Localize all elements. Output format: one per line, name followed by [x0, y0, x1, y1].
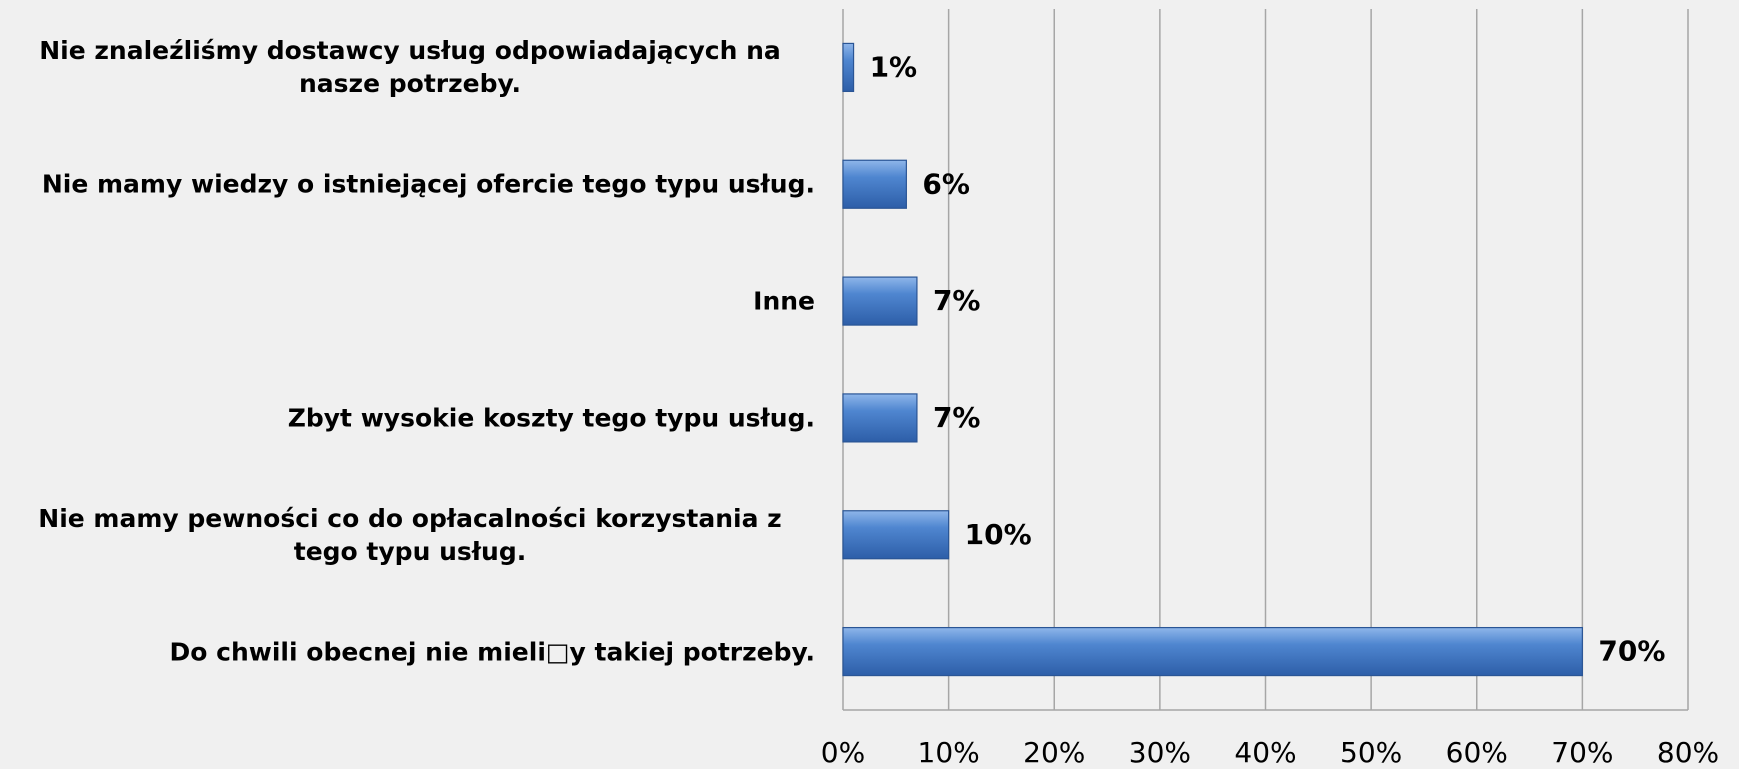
y-tick-label: Do chwili obecnej nie mieli□y takiej pot… [5, 635, 815, 668]
bar [842, 393, 918, 443]
y-tick-label: Zbyt wysokie koszty tego typu usług. [5, 401, 815, 434]
bar [842, 276, 918, 326]
data-label: 70% [1598, 635, 1665, 668]
y-tick-label-text: Nie mamy pewności co do opłacalności kor… [38, 503, 782, 566]
x-tick-label: 40% [1234, 736, 1296, 769]
data-label: 7% [933, 284, 981, 317]
bar [842, 510, 950, 560]
x-tick-label: 20% [1023, 736, 1085, 769]
y-tick-label-text: Inne [753, 286, 815, 316]
y-tick-label: Inne [5, 285, 815, 318]
x-tick-label: 80% [1657, 736, 1719, 769]
bar [842, 626, 1583, 677]
data-label: 6% [922, 167, 970, 200]
y-tick-label-text: Zbyt wysokie koszty tego typu usług. [287, 403, 815, 433]
y-tick-label: Nie znaleźliśmy dostawcy usług odpowiada… [5, 34, 815, 100]
data-label: 7% [933, 401, 981, 434]
x-tick-label: 0% [821, 736, 865, 769]
y-tick-label: Nie mamy wiedzy o istniejącej ofercie te… [5, 168, 815, 201]
x-tick-label: 50% [1340, 736, 1402, 769]
y-tick-label-text: Nie znaleźliśmy dostawcy usług odpowiada… [39, 36, 781, 99]
bar [842, 159, 907, 209]
data-label: 1% [870, 50, 918, 83]
bar [842, 42, 855, 93]
y-tick-label: Nie mamy pewności co do opłacalności kor… [5, 502, 815, 568]
x-tick-label: 10% [918, 736, 980, 769]
x-tick-label: 70% [1551, 736, 1613, 769]
y-tick-label-text: Nie mamy wiedzy o istniejącej ofercie te… [41, 169, 815, 199]
x-tick-label: 30% [1129, 736, 1191, 769]
y-tick-label-text: Do chwili obecnej nie mieli□y takiej pot… [169, 637, 815, 667]
x-tick-label: 60% [1446, 736, 1508, 769]
data-label: 10% [965, 518, 1032, 551]
